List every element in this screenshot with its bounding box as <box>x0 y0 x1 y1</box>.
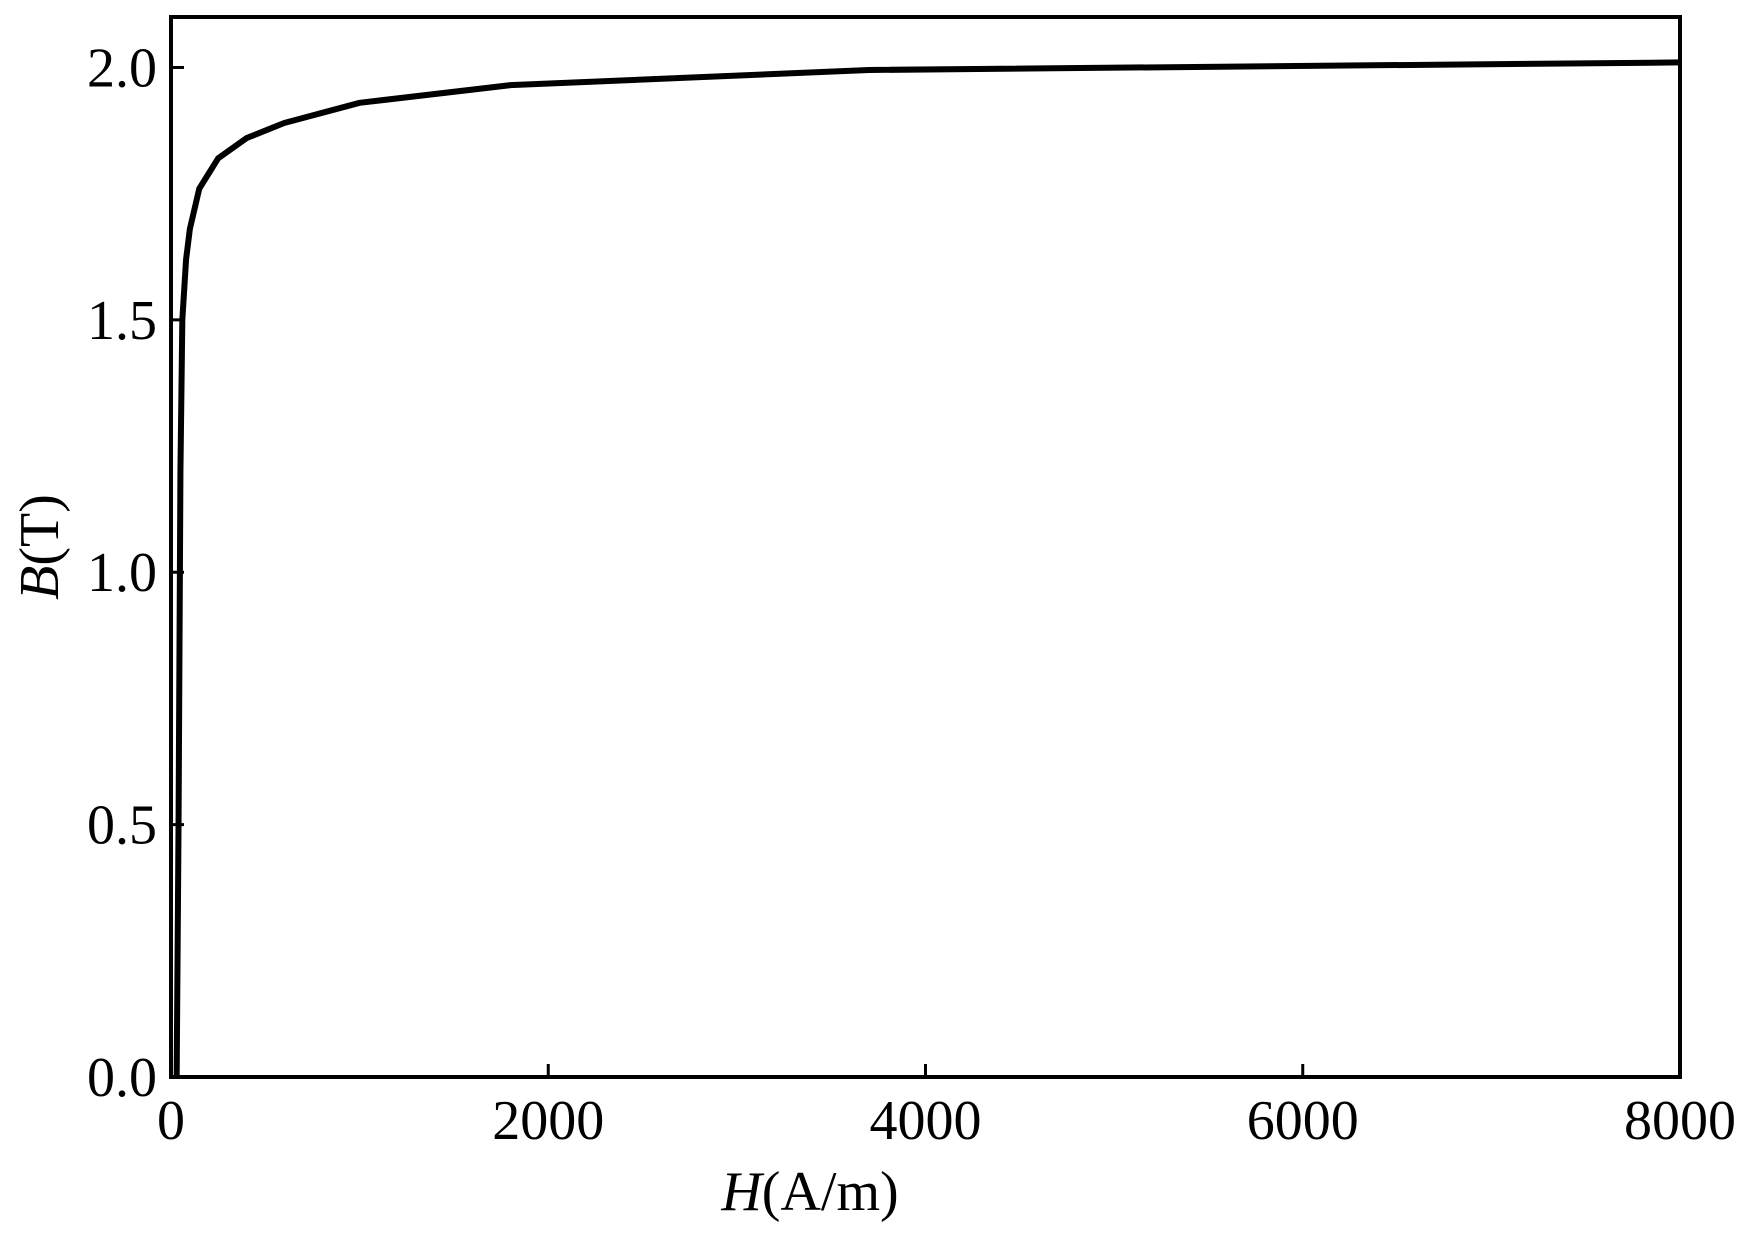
y-tick-label: 1.5 <box>87 290 157 352</box>
y-axis-label: B(T) <box>9 494 71 600</box>
data-line <box>173 59 1681 1078</box>
y-tick-label: 1.0 <box>87 542 157 604</box>
y-tick-label: 0.0 <box>87 1047 157 1109</box>
y-tick-label: 0.5 <box>87 795 157 857</box>
x-tick-label: 8000 <box>1624 1090 1736 1152</box>
plot-frame <box>169 15 1682 1079</box>
x-tick-label: 0 <box>157 1090 185 1152</box>
x-tick-label: 2000 <box>492 1090 604 1152</box>
y-tick-label: 2.0 <box>87 37 157 99</box>
x-tick-label: 6000 <box>1247 1090 1359 1152</box>
x-tick-label: 4000 <box>870 1090 982 1152</box>
x-axis-label: H(A/m) <box>720 1161 898 1223</box>
